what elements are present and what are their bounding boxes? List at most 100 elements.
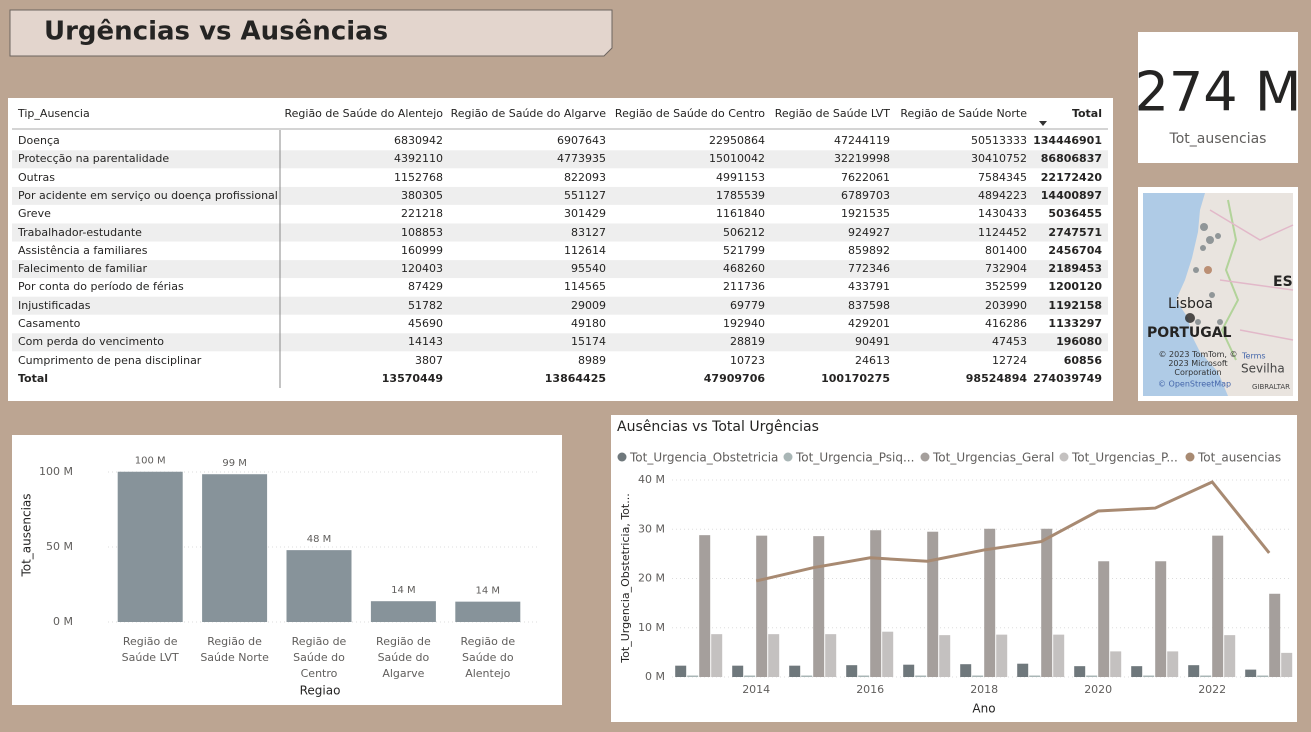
- column-header: Região de Saúde do Centro: [614, 107, 765, 120]
- bar: [927, 531, 939, 677]
- y-axis-label: Tot_ausencias: [20, 493, 34, 577]
- map-osm[interactable]: © OpenStreetMap: [1158, 380, 1231, 389]
- table-cell: 551127: [564, 188, 606, 202]
- bar: [1155, 561, 1167, 677]
- total-cell: 98524894: [965, 372, 1027, 385]
- x-axis-label: Regiao: [300, 684, 341, 698]
- table-cell: 50513333: [971, 134, 1027, 147]
- map-roads: [1209, 209, 1294, 341]
- bar: [882, 631, 894, 677]
- x-axis-label: Ano: [972, 702, 995, 716]
- table-cell: 29009: [571, 298, 606, 312]
- row-band: [12, 260, 1108, 279]
- table-cell: 221218: [401, 207, 443, 221]
- bar: [117, 471, 183, 622]
- table-cell: Por acidente em serviço ou doença profis…: [18, 188, 278, 202]
- x-tick-label: Região de Saúde do Algarve: [376, 635, 431, 680]
- table-cell: 3807: [415, 353, 443, 367]
- bar: [960, 664, 972, 677]
- table-cell: 15010042: [709, 152, 765, 166]
- table-cell: 429201: [848, 317, 890, 330]
- total-cell: 274039749: [1033, 372, 1102, 385]
- value-label: 99 M: [222, 458, 247, 469]
- y-tick-label: 0 M: [645, 670, 665, 683]
- bar: [455, 601, 521, 622]
- map-border: [1220, 199, 1240, 361]
- table-cell: 1785539: [716, 188, 765, 202]
- column-header: Tip_Ausencia: [18, 107, 90, 120]
- map-terms[interactable]: Terms: [1241, 352, 1266, 361]
- legend-label: Tot_Urgencia_Obstetricia: [629, 451, 778, 465]
- legend-label: Tot_Urgencia_Psiq...: [795, 451, 914, 465]
- table-cell: 90491: [855, 335, 890, 349]
- row-band: [12, 296, 1108, 315]
- kpi-value: 274 M: [1135, 61, 1302, 124]
- row-band: [12, 150, 1108, 169]
- y-axis-label: Tot_Urgencia_Obstetricia, Tot...: [619, 493, 632, 663]
- table-cell: 87429: [408, 280, 443, 294]
- x-tick-label: 2022: [1198, 683, 1226, 696]
- x-tick-label: 2020: [1084, 683, 1112, 696]
- table-cell: 6789703: [841, 188, 890, 202]
- table-cell: 1921535: [841, 207, 890, 221]
- kpi-panel: [1138, 32, 1298, 163]
- bar: [1143, 675, 1155, 677]
- table-cell: Com perda do vencimento: [18, 335, 164, 349]
- table-cell: 211736: [723, 280, 765, 294]
- table-cell: 1152768: [394, 170, 443, 184]
- page-title: Urgências vs Ausências: [44, 17, 388, 47]
- bar: [1053, 634, 1065, 677]
- bar: [1167, 651, 1179, 677]
- table-cell: 1133297: [1048, 317, 1102, 330]
- map-attribution: © 2023 TomTom, © 2023 Microsoft Corporat…: [1158, 350, 1238, 377]
- map-land: [1176, 193, 1293, 396]
- table-cell: 2747571: [1048, 225, 1102, 239]
- x-tick-label: 2014: [742, 683, 770, 696]
- table-cell: 416286: [985, 317, 1027, 330]
- bar: [846, 665, 858, 677]
- bar: [1200, 675, 1212, 677]
- table-cell: 4392110: [394, 152, 443, 166]
- table-cell: 352599: [985, 280, 1027, 294]
- bar: [711, 634, 723, 677]
- value-label: 100 M: [135, 456, 166, 467]
- table-cell: 2456704: [1048, 243, 1102, 257]
- table-cell: 47453: [992, 335, 1027, 349]
- bar: [939, 635, 951, 677]
- table-cell: 160999: [401, 243, 443, 257]
- bar: [768, 634, 780, 677]
- bar: [813, 536, 825, 677]
- table-cell: 506212: [723, 225, 765, 239]
- bar: [286, 550, 352, 622]
- table-cell: 30410752: [971, 152, 1027, 166]
- table-cell: Por conta do período de férias: [18, 280, 184, 294]
- table-cell: Protecção na parentalidade: [18, 152, 170, 166]
- y-tick-label: 50 M: [46, 540, 73, 553]
- bar: [903, 664, 915, 677]
- bar: [1224, 635, 1236, 677]
- bar: [687, 675, 699, 677]
- bar: [789, 665, 801, 677]
- bar: [1188, 665, 1200, 677]
- table-cell: 112614: [564, 243, 606, 257]
- total-cell: 100170275: [821, 372, 890, 385]
- x-tick-label: 2016: [856, 683, 884, 696]
- table-cell: 468260: [723, 262, 765, 276]
- table-cell: 95540: [571, 262, 606, 276]
- table-cell: 14143: [408, 335, 443, 349]
- table-cell: 433791: [848, 280, 890, 294]
- map-label: Sevilha: [1241, 362, 1285, 376]
- column-header: Região de Saúde do Algarve: [450, 107, 606, 120]
- bar: [1110, 651, 1122, 677]
- line: [755, 480, 1271, 583]
- column-header: Total: [1071, 107, 1102, 120]
- row-band: [12, 186, 1108, 205]
- table-cell: 203990: [985, 298, 1027, 312]
- table-cell: 83127: [571, 225, 606, 239]
- total-cell: Total: [18, 372, 49, 385]
- total-cell: 13864425: [544, 372, 606, 385]
- bar: [1041, 528, 1053, 677]
- bar: [1281, 652, 1293, 677]
- bar: [1131, 666, 1143, 677]
- bar: [870, 530, 882, 677]
